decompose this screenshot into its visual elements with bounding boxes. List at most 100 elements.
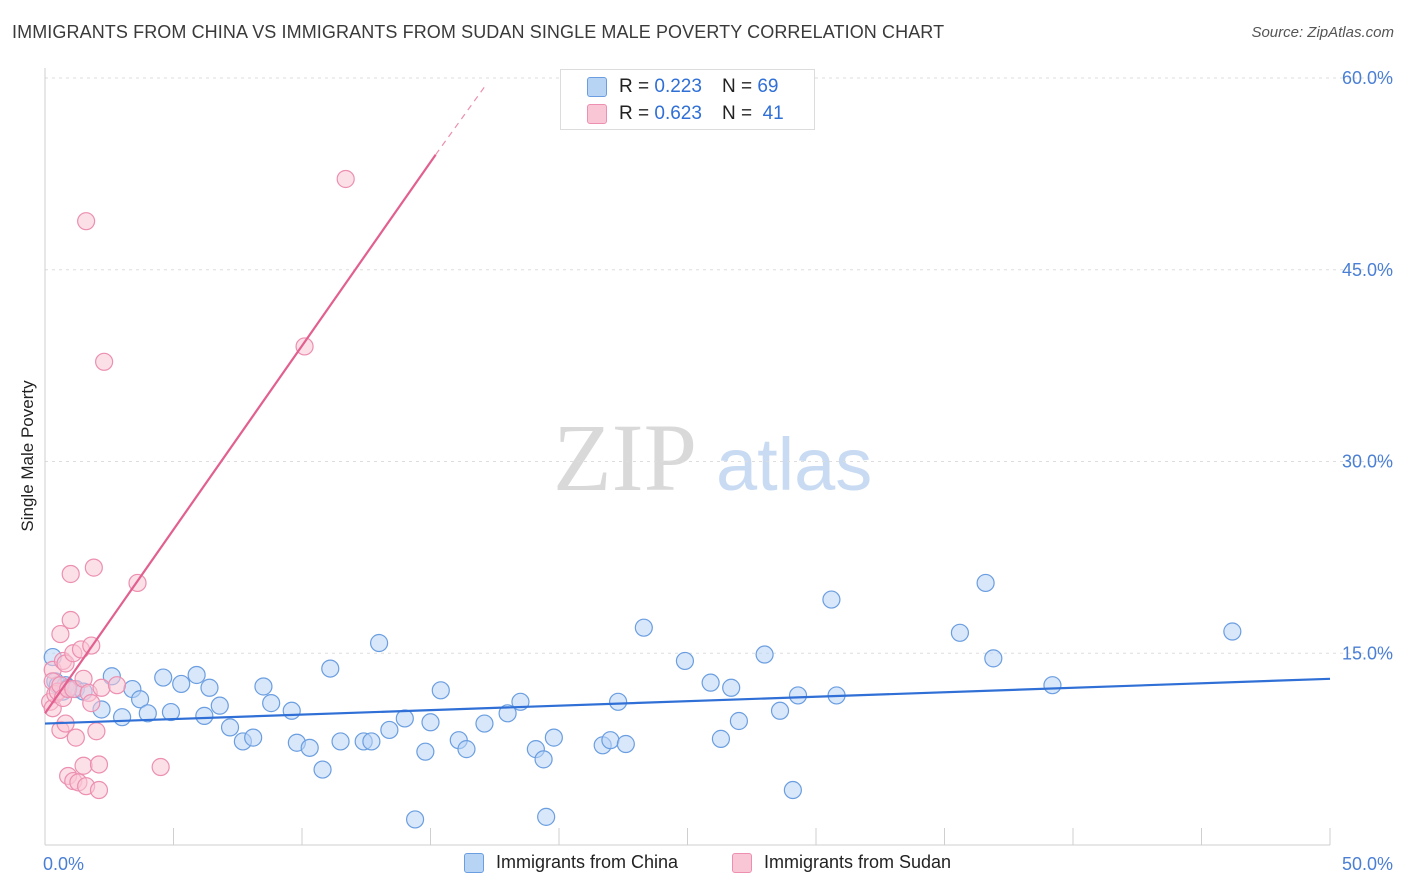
correlation-legend: R = 0.223 N = 69 R = 0.623 N = 41 (560, 69, 815, 130)
legend-r-label: R = (619, 103, 650, 124)
data-point-china (729, 711, 749, 731)
data-point-sudan (95, 352, 114, 371)
x-tick-label-min: 0.0% (43, 854, 84, 874)
data-point-sudan (89, 780, 109, 800)
legend-n-value-china: 69 (757, 76, 779, 97)
source-label: Source: ZipAtlas.com (1251, 24, 1394, 41)
data-point-china (544, 728, 563, 747)
y-tick-label: 15.0% (1342, 643, 1393, 663)
legend-swatch-china (587, 77, 607, 97)
trend-lines (44, 86, 1331, 725)
trend-line-sudan (44, 154, 437, 714)
legend-r-label: R = (619, 76, 650, 97)
data-point-china (313, 760, 332, 779)
data-point-china (601, 731, 620, 750)
legend-swatch-sudan (732, 852, 752, 873)
data-point-sudan (87, 722, 106, 741)
data-point-china (634, 618, 653, 637)
data-point-sudan (151, 757, 170, 777)
grid-lines (45, 77, 1392, 654)
watermark-atlas: atlas (716, 423, 872, 506)
y-tick-labels: 15.0% 30.0% 45.0% 60.0% (1342, 68, 1393, 663)
data-point-china (475, 714, 494, 733)
data-point-china (950, 623, 970, 642)
data-point-china (395, 709, 414, 728)
data-point-china (609, 692, 628, 711)
x-tick-label-max: 50.0% (1342, 854, 1393, 874)
data-point-china (161, 702, 181, 722)
data-point-china (711, 729, 731, 748)
y-tick-label: 60.0% (1342, 68, 1393, 88)
legend-label-sudan: Immigrants from Sudan (764, 852, 952, 872)
data-point-sudan (82, 694, 101, 713)
data-point-china (154, 668, 173, 687)
data-point-china (362, 732, 381, 751)
y-tick-label: 45.0% (1342, 260, 1393, 280)
legend-n-value-sudan: 41 (762, 103, 784, 124)
data-point-china (701, 673, 720, 692)
data-point-china (457, 740, 476, 759)
data-point-china (1043, 676, 1062, 695)
legend-r-value-sudan: 0.623 (654, 103, 702, 124)
data-point-china (130, 690, 150, 709)
data-point-china (254, 677, 273, 696)
trend-line-extension-sudan (435, 86, 485, 156)
data-point-china (722, 678, 741, 697)
data-point-sudan (61, 564, 80, 584)
data-point-sudan (77, 212, 96, 231)
data-point-china (822, 590, 841, 609)
data-point-china (300, 738, 319, 757)
data-point-sudan (336, 169, 355, 189)
legend-item-china[interactable]: Immigrants from China (464, 852, 678, 873)
data-point-sudan (74, 756, 93, 775)
data-point-china (200, 678, 219, 697)
data-point-china (431, 681, 450, 700)
data-point-china (321, 659, 340, 678)
legend-label-china: Immigrants from China (496, 852, 679, 872)
data-point-china (244, 728, 263, 747)
data-point-china (210, 696, 229, 715)
data-point-china (616, 734, 635, 754)
legend-n-label: N = (721, 103, 753, 124)
data-point-china (783, 780, 802, 800)
series-china-points (43, 573, 1242, 829)
data-point-sudan (61, 610, 80, 630)
data-point-china (421, 713, 440, 732)
data-point-china (195, 706, 214, 725)
series-legend: Immigrants from China Immigrants from Su… (0, 852, 1406, 876)
data-point-china (187, 665, 206, 685)
data-point-china (220, 718, 240, 737)
data-point-sudan (92, 678, 111, 697)
watermark-zip: ZIP (553, 404, 697, 511)
data-point-china (984, 649, 1003, 668)
data-point-china (331, 732, 350, 751)
legend-r-value-china: 0.223 (654, 76, 702, 97)
data-point-china (405, 810, 425, 829)
data-point-china (976, 573, 995, 593)
legend-swatch-sudan (587, 104, 607, 124)
axes (44, 68, 1331, 846)
data-point-china (282, 701, 301, 720)
data-point-china (416, 742, 435, 761)
legend-row-china: R = 0.223 N = 69 (587, 76, 778, 98)
data-point-sudan (89, 755, 109, 774)
data-point-china (380, 720, 399, 740)
data-point-sudan (51, 624, 70, 644)
data-point-china (755, 645, 774, 664)
data-point-china (1223, 622, 1242, 641)
data-point-china (788, 686, 808, 705)
data-point-china (262, 694, 281, 713)
data-point-sudan (66, 728, 85, 747)
y-tick-label: 30.0% (1342, 452, 1393, 472)
data-point-china (675, 651, 695, 671)
legend-item-sudan[interactable]: Immigrants from Sudan (732, 852, 951, 873)
legend-swatch-china (464, 852, 484, 873)
chart-title: IMMIGRANTS FROM CHINA VS IMMIGRANTS FROM… (12, 22, 945, 42)
x-tick-labels: 0.0% 50.0% (43, 854, 1393, 874)
data-point-china (537, 807, 556, 826)
data-point-china (498, 704, 517, 723)
data-point-sudan (107, 676, 127, 695)
data-point-sudan (295, 337, 314, 356)
data-point-china (370, 633, 389, 653)
